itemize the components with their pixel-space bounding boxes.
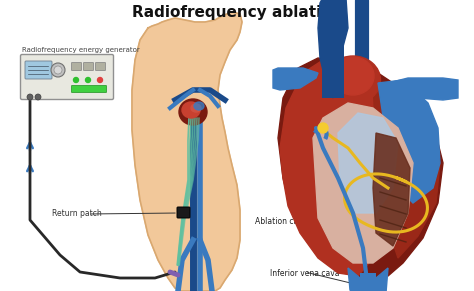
Text: Radiofrequency energy generator: Radiofrequency energy generator [22, 47, 140, 53]
Circle shape [85, 77, 91, 83]
Polygon shape [373, 78, 440, 258]
Circle shape [54, 66, 62, 74]
Ellipse shape [191, 104, 201, 112]
Circle shape [73, 77, 79, 83]
Circle shape [35, 94, 41, 100]
Text: Return patch: Return patch [52, 210, 102, 219]
FancyBboxPatch shape [25, 61, 52, 79]
Circle shape [98, 77, 102, 83]
FancyBboxPatch shape [322, 0, 344, 98]
Polygon shape [278, 58, 443, 280]
FancyBboxPatch shape [72, 63, 82, 70]
Ellipse shape [326, 56, 381, 104]
Circle shape [27, 94, 33, 100]
FancyBboxPatch shape [20, 54, 113, 100]
Text: Radiofrequency ablation: Radiofrequency ablation [132, 6, 342, 20]
Polygon shape [273, 68, 318, 90]
Polygon shape [132, 12, 242, 291]
Text: Ablation catheter: Ablation catheter [255, 217, 322, 226]
Circle shape [51, 63, 65, 77]
Polygon shape [338, 113, 398, 213]
Ellipse shape [194, 102, 204, 110]
FancyBboxPatch shape [83, 63, 93, 70]
Polygon shape [388, 78, 458, 100]
Polygon shape [378, 80, 440, 203]
Circle shape [318, 123, 328, 133]
FancyBboxPatch shape [360, 273, 376, 291]
Polygon shape [348, 268, 388, 291]
Ellipse shape [332, 57, 374, 95]
Polygon shape [373, 133, 410, 246]
Polygon shape [318, 0, 348, 98]
Polygon shape [313, 103, 413, 263]
FancyBboxPatch shape [177, 207, 190, 218]
Text: Inferior vena cava: Inferior vena cava [270, 269, 339, 278]
Ellipse shape [179, 99, 207, 125]
Ellipse shape [182, 102, 200, 118]
FancyBboxPatch shape [72, 86, 107, 93]
FancyBboxPatch shape [355, 0, 369, 180]
Polygon shape [280, 60, 378, 276]
FancyBboxPatch shape [95, 63, 106, 70]
